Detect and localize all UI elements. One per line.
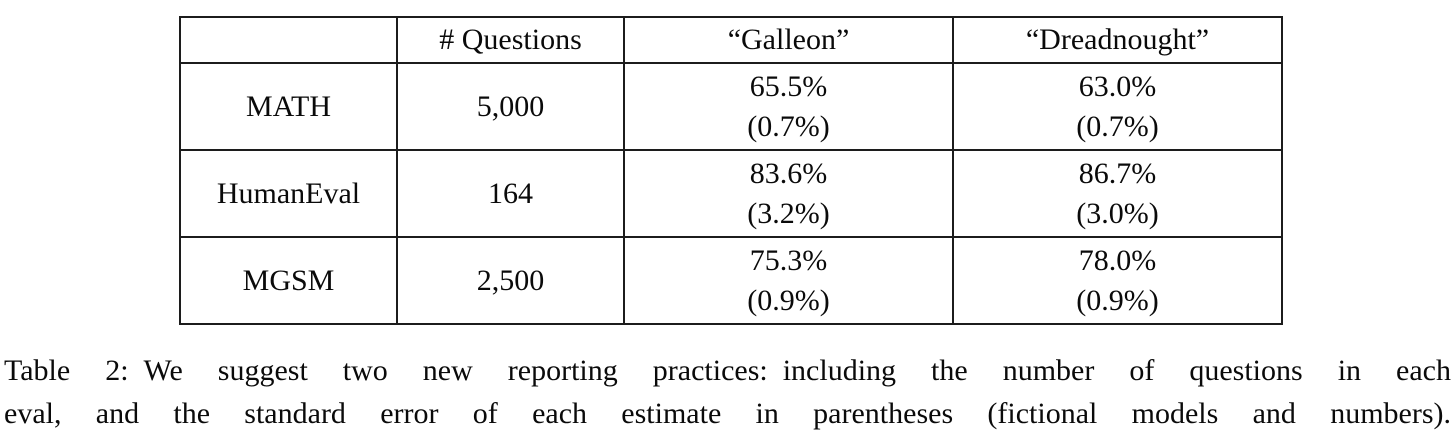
score-value: 65.5%: [749, 69, 828, 103]
score-value: 78.0%: [1078, 243, 1157, 277]
dreadnought-score-cell: 78.0% (0.9%): [952, 236, 1283, 325]
num-questions-value: 2,500: [396, 236, 625, 325]
score-stderr: (0.7%): [1076, 109, 1159, 143]
header-galleon: “Galleon”: [623, 16, 954, 64]
results-table: # Questions “Galleon” “Dreadnought” MATH…: [179, 16, 1283, 325]
num-questions-value: 164: [396, 149, 625, 238]
galleon-score-cell: 83.6% (3.2%): [623, 149, 954, 238]
score-value: 83.6%: [749, 156, 828, 190]
score-stderr: (3.2%): [747, 196, 830, 230]
galleon-score-cell: 75.3% (0.9%): [623, 236, 954, 325]
table-header-row: # Questions “Galleon” “Dreadnought”: [179, 16, 1283, 64]
header-num-questions: # Questions: [396, 16, 625, 64]
score-stderr: (3.0%): [1076, 196, 1159, 230]
score-value: 75.3%: [749, 243, 828, 277]
dreadnought-score-cell: 86.7% (3.0%): [952, 149, 1283, 238]
dreadnought-score-cell: 63.0% (0.7%): [952, 62, 1283, 151]
caption-line-1: Table 2: We suggest two new reporting pr…: [4, 354, 1451, 387]
benchmark-name: MGSM: [179, 236, 398, 325]
benchmark-name: HumanEval: [179, 149, 398, 238]
galleon-score-cell: 65.5% (0.7%): [623, 62, 954, 151]
benchmark-name: MATH: [179, 62, 398, 151]
table-row: HumanEval 164 83.6% (3.2%) 86.7% (3.0%): [179, 149, 1283, 238]
table-caption: Table 2: We suggest two new reporting pr…: [4, 349, 1451, 435]
score-stderr: (0.9%): [747, 283, 830, 317]
header-dreadnought: “Dreadnought”: [952, 16, 1283, 64]
header-empty-cell: [179, 16, 398, 64]
num-questions-value: 5,000: [396, 62, 625, 151]
score-stderr: (0.9%): [1076, 283, 1159, 317]
table-row: MGSM 2,500 75.3% (0.9%) 78.0% (0.9%): [179, 236, 1283, 325]
score-value: 86.7%: [1078, 156, 1157, 190]
score-stderr: (0.7%): [747, 109, 830, 143]
score-value: 63.0%: [1078, 69, 1157, 103]
caption-line-2: eval, and the standard error of each est…: [4, 397, 1451, 430]
table-row: MATH 5,000 65.5% (0.7%) 63.0% (0.7%): [179, 62, 1283, 151]
